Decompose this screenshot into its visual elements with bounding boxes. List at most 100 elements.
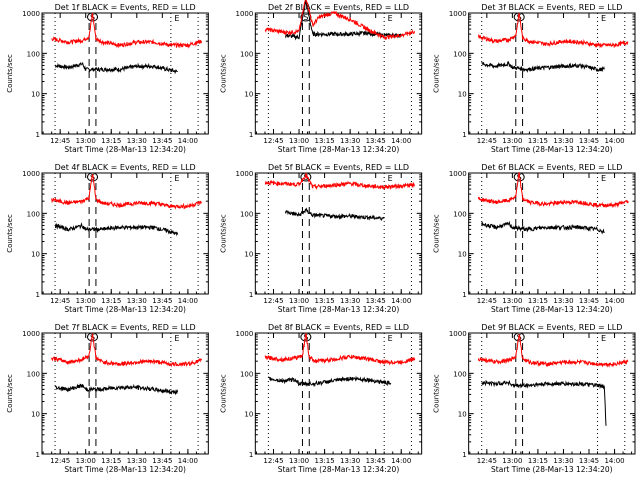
y-tick-label: 100 <box>240 370 253 378</box>
y-tick-label: 1000 <box>22 330 40 338</box>
start-marker: S <box>303 333 308 342</box>
detector-panel-5: Det 5f BLACK = Events, RED = LLD 1 10 100 10… <box>219 163 423 314</box>
x-tick-label: 13:00 <box>76 297 96 305</box>
lld-series-line <box>51 173 202 210</box>
y-tick-label: 10 <box>458 91 467 99</box>
detector-panel-7: Det 7f BLACK = Events, RED = LLD 1 10 100 10… <box>6 323 209 474</box>
events-series-line <box>481 220 605 235</box>
plot-frame <box>254 332 423 455</box>
end-marker: E <box>601 334 606 343</box>
x-tick-label: 13:00 <box>289 137 309 145</box>
end-marker: E <box>388 334 393 343</box>
x-tick-label: 13:15 <box>101 137 121 145</box>
y-tick-label: 100 <box>453 210 466 218</box>
detector-panel-3: Det 3f BLACK = Events, RED = LLD 1 10 100 10… <box>433 3 636 154</box>
end-marker: E <box>174 14 179 23</box>
x-axis-label: Start Time (28-Mar-13 12:34:20) <box>64 465 186 474</box>
y-tick-label: 100 <box>240 210 253 218</box>
x-tick-label: 13:30 <box>553 297 573 305</box>
y-tick-label: 1 <box>36 451 40 459</box>
x-tick-label: 13:30 <box>127 457 147 465</box>
y-tick-label: 1000 <box>449 10 467 18</box>
end-marker: E <box>601 174 606 183</box>
x-tick-label: 13:45 <box>366 297 386 305</box>
panel-title: Det 3f BLACK = Events, RED = LLD <box>481 3 622 12</box>
x-tick-label: 13:00 <box>76 457 96 465</box>
y-tick-label: 10 <box>244 91 253 99</box>
plot-frame <box>254 12 423 135</box>
lld-series-line <box>264 0 416 41</box>
lld-series-line <box>264 332 416 366</box>
x-tick-label: 14:00 <box>604 137 624 145</box>
x-axis-label: Start Time (28-Mar-13 12:34:20) <box>278 465 400 474</box>
y-tick-label: 1 <box>249 451 253 459</box>
detector-panel-8: Det 8f BLACK = Events, RED = LLD 1 10 100 10… <box>219 323 423 474</box>
x-tick-label: 13:30 <box>340 297 360 305</box>
detector-panel-1: Det 1f BLACK = Events, RED = LLD 1 10 100 10… <box>6 3 209 154</box>
start-marker-circle <box>300 172 312 182</box>
x-axis-label: Start Time (28-Mar-13 12:34:20) <box>491 465 613 474</box>
end-marker: E <box>388 14 393 23</box>
x-tick-label: 13:30 <box>340 137 360 145</box>
y-tick-label: 100 <box>453 370 466 378</box>
y-tick-label: 100 <box>27 370 40 378</box>
y-tick-label: 10 <box>31 251 40 259</box>
events-series-line <box>481 60 605 73</box>
detector-panel-9: Det 9f BLACK = Events, RED = LLD 1 10 100 10… <box>433 323 636 474</box>
y-axis-label: Counts/sec <box>433 214 441 253</box>
x-tick-label: 14:00 <box>178 457 198 465</box>
plot-frame <box>468 332 636 455</box>
y-tick-label: 1000 <box>236 10 254 18</box>
x-axis-label: Start Time (28-Mar-13 12:34:20) <box>491 305 613 314</box>
x-tick-label: 14:00 <box>391 297 411 305</box>
x-tick-label: 13:15 <box>528 297 548 305</box>
y-axis-label: Counts/sec <box>219 54 227 93</box>
x-tick-label: 12:45 <box>263 297 283 305</box>
plot-frame <box>41 172 209 295</box>
y-tick-label: 100 <box>240 50 253 58</box>
lld-series-line <box>264 173 416 191</box>
x-tick-label: 13:00 <box>502 137 522 145</box>
panel-title: Det 8f BLACK = Events, RED = LLD <box>268 323 409 332</box>
panel-title: Det 9f BLACK = Events, RED = LLD <box>481 323 622 332</box>
plot-frame <box>468 172 636 295</box>
y-tick-label: 1000 <box>22 10 40 18</box>
y-axis-label: Counts/sec <box>433 54 441 93</box>
x-axis-label: Start Time (28-Mar-13 12:34:20) <box>64 305 186 314</box>
y-tick-label: 100 <box>27 210 40 218</box>
events-series-line <box>284 0 402 41</box>
x-tick-label: 13:15 <box>528 137 548 145</box>
y-tick-label: 1000 <box>236 330 254 338</box>
events-series-line <box>268 375 392 388</box>
plot-frame <box>468 12 636 135</box>
x-tick-label: 12:45 <box>477 297 497 305</box>
y-tick-label: 1 <box>462 131 466 139</box>
x-tick-label: 12:45 <box>263 137 283 145</box>
x-tick-label: 13:15 <box>314 137 334 145</box>
y-tick-label: 10 <box>244 251 253 259</box>
start-marker-circle <box>87 12 99 22</box>
y-tick-label: 10 <box>31 91 40 99</box>
events-series-line <box>481 379 607 426</box>
start-marker: S <box>517 13 522 22</box>
x-tick-label: 12:45 <box>50 457 70 465</box>
x-tick-label: 13:00 <box>502 297 522 305</box>
y-axis-label: Counts/sec <box>6 54 14 93</box>
y-tick-label: 10 <box>458 251 467 259</box>
lld-series-line <box>477 13 629 49</box>
plot-frame <box>41 332 209 455</box>
start-marker: S <box>303 173 308 182</box>
y-tick-label: 10 <box>458 411 467 419</box>
x-tick-label: 14:00 <box>391 457 411 465</box>
x-tick-label: 13:15 <box>101 297 121 305</box>
panel-title: Det 4f BLACK = Events, RED = LLD <box>55 163 196 172</box>
y-tick-label: 10 <box>244 411 253 419</box>
y-tick-label: 1 <box>462 451 466 459</box>
x-tick-label: 12:45 <box>50 137 70 145</box>
panel-title: Det 2f BLACK = Events, RED = LLD <box>268 3 409 12</box>
x-tick-label: 13:45 <box>579 137 599 145</box>
x-tick-label: 13:45 <box>366 137 386 145</box>
y-tick-label: 1 <box>249 291 253 299</box>
x-tick-label: 13:15 <box>101 457 121 465</box>
